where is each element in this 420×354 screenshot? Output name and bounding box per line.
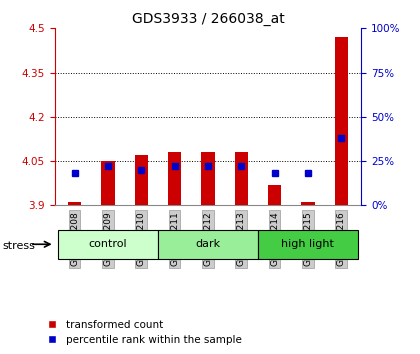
Bar [201,152,215,205]
Title: GDS3933 / 266038_at: GDS3933 / 266038_at [131,12,284,26]
Bar [301,202,315,205]
Bar [335,37,348,205]
Text: control: control [89,239,127,249]
Bar [168,152,181,205]
Bar [268,185,281,205]
Bar [234,152,248,205]
Text: dark: dark [195,239,220,249]
FancyBboxPatch shape [58,230,158,258]
Bar [101,161,115,205]
Legend: transformed count, percentile rank within the sample: transformed count, percentile rank withi… [47,320,242,345]
Bar [68,202,81,205]
Text: stress: stress [2,241,35,251]
Bar [134,155,148,205]
FancyBboxPatch shape [258,230,358,258]
FancyBboxPatch shape [158,230,258,258]
Text: high light: high light [281,239,334,249]
